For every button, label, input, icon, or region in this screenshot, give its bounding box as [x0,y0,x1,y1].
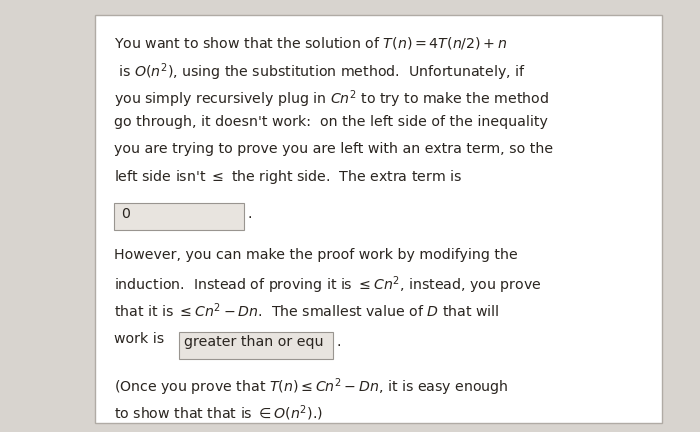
Text: .: . [247,207,251,221]
FancyBboxPatch shape [179,332,333,359]
Text: you simply recursively plug in $Cn^2$ to try to make the method: you simply recursively plug in $Cn^2$ to… [114,88,549,110]
Text: induction.  Instead of proving it is $\leq Cn^2$, instead, you prove: induction. Instead of proving it is $\le… [114,275,542,296]
Text: You want to show that the solution of $T(n) = 4T(n/2) + n$: You want to show that the solution of $T… [114,35,508,51]
Text: go through, it doesn't work:  on the left side of the inequality: go through, it doesn't work: on the left… [114,115,548,129]
Text: that it is $\leq Cn^2 - Dn$.  The smallest value of $D$ that will: that it is $\leq Cn^2 - Dn$. The smalles… [114,302,499,320]
Text: you are trying to prove you are left with an extra term, so the: you are trying to prove you are left wit… [114,142,553,156]
Text: (Once you prove that $T(n) \leq Cn^2 - Dn$, it is easy enough: (Once you prove that $T(n) \leq Cn^2 - D… [114,377,509,398]
Text: is $O(n^2)$, using the substitution method.  Unfortunately, if: is $O(n^2)$, using the substitution meth… [114,61,526,83]
FancyBboxPatch shape [94,15,662,423]
Text: However, you can make the proof work by modifying the: However, you can make the proof work by … [114,248,518,262]
FancyBboxPatch shape [114,203,244,230]
Text: to show that that is $\in O(n^2)$.): to show that that is $\in O(n^2)$.) [114,403,323,423]
Text: .: . [337,335,341,349]
Text: left side isn't $\leq$ the right side.  The extra term is: left side isn't $\leq$ the right side. T… [114,168,462,187]
Text: greater than or equ: greater than or equ [184,335,326,349]
Text: work is: work is [114,332,164,346]
Text: 0: 0 [121,207,130,221]
